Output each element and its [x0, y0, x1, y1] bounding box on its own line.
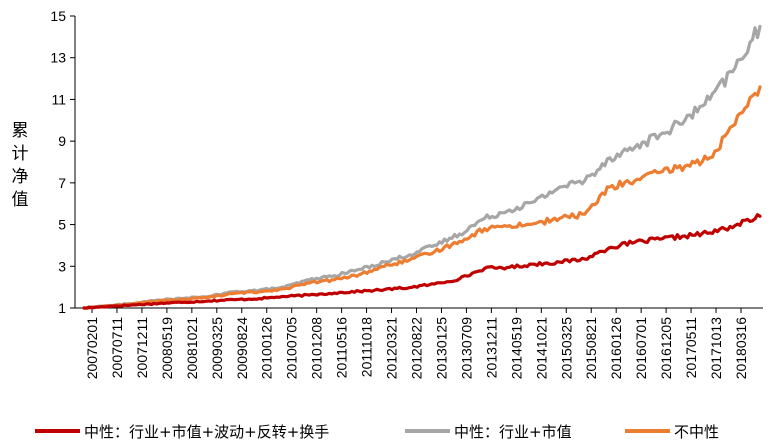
x-tick-label: 20120321: [384, 317, 400, 380]
x-tick-label: 20101208: [309, 317, 325, 380]
x-tick-label: 20131211: [483, 317, 499, 378]
y-tick-label: 5: [58, 217, 66, 233]
x-tick-label: 20130125: [433, 317, 449, 380]
series-line-1: [82, 24, 762, 310]
x-tick-label: 20160701: [633, 317, 649, 380]
y-tick-label: 3: [58, 258, 66, 274]
x-tick-label: 20070711: [109, 317, 125, 378]
legend-label-2: 不中性: [674, 423, 719, 441]
x-tick-label: 20110516: [334, 317, 350, 378]
y-tick-label: 11: [51, 91, 66, 107]
x-tick-label: 20071211: [134, 317, 150, 378]
x-tick-label: 20090824: [234, 317, 250, 380]
x-tick-label: 20160126: [608, 317, 624, 380]
legend-label-1: 中性：行业+市值: [454, 423, 572, 441]
y-label-char: 值: [12, 190, 29, 210]
x-tick-label: 20150821: [583, 317, 599, 380]
x-tick-label: 20140519: [508, 317, 524, 380]
x-tick-label: 20090325: [209, 317, 225, 380]
x-tick-label: 20171013: [708, 317, 724, 380]
x-tick-label: 20130709: [458, 317, 474, 380]
x-tick-label: 20170511: [683, 317, 699, 378]
x-tick-label: 20161205: [658, 317, 674, 380]
x-tick-label: 20080519: [159, 317, 175, 380]
x-tick-label: 20111018: [359, 317, 375, 377]
y-tick-label: 13: [50, 50, 66, 66]
x-tick-label: 20120822: [409, 317, 425, 380]
x-tick-label: 20100705: [284, 317, 300, 380]
y-tick-label: 1: [58, 300, 66, 316]
y-label-char: 计: [12, 144, 29, 164]
x-tick-label: 20081021: [184, 317, 200, 380]
x-tick-label: 20100126: [259, 317, 275, 380]
y-tick-label: 9: [58, 133, 66, 149]
series-line-2: [82, 85, 762, 310]
y-label-char: 累: [12, 121, 29, 141]
legend: 中性：行业+市值+波动+反转+换手 中性：行业+市值 不中性: [35, 423, 719, 441]
y-label-char: 净: [12, 167, 29, 187]
x-tick-label: 20070201: [84, 317, 100, 380]
y-tick-label: 15: [50, 8, 66, 24]
x-tick-label: 20150325: [558, 317, 574, 380]
series-line-0: [82, 213, 762, 310]
x-tick-label: 20141021: [533, 317, 549, 380]
legend-label-0: 中性：行业+市值+波动+反转+换手: [84, 423, 329, 441]
y-tick-label: 7: [58, 175, 66, 191]
x-tick-label: 20180316: [733, 317, 749, 380]
